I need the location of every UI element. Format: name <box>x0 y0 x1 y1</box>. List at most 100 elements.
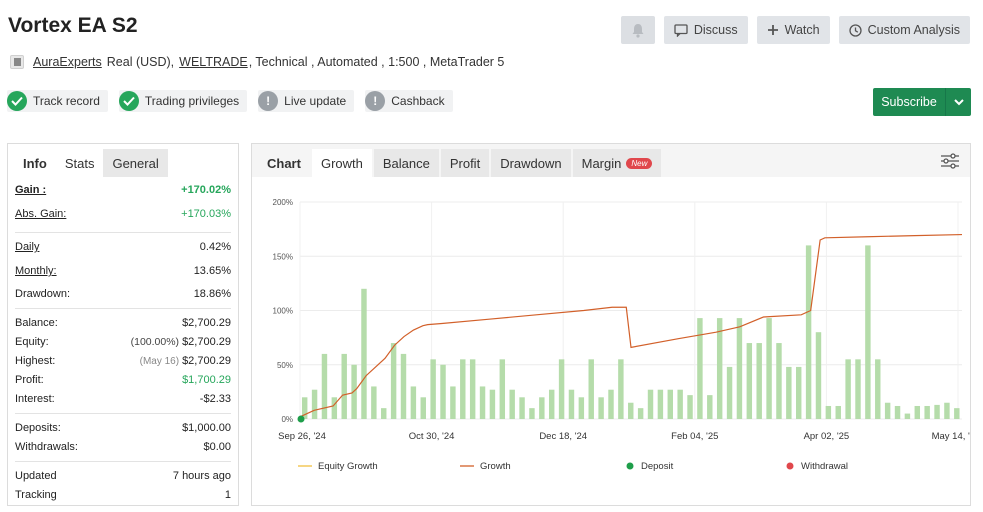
tab-margin[interactable]: Margin New <box>572 149 662 177</box>
chart-bar <box>578 397 585 419</box>
chart-bar <box>637 408 644 419</box>
tab-chart[interactable]: Chart <box>267 155 301 171</box>
chart-bar <box>677 389 683 419</box>
legend-equity-growth: Equity Growth <box>318 461 378 472</box>
chart-bar <box>598 397 604 419</box>
stat-label[interactable]: Gain : <box>15 184 47 196</box>
chart-bar <box>450 386 456 419</box>
stat-label[interactable]: Monthly: <box>15 265 57 277</box>
chart-bar <box>499 359 506 419</box>
subscribe-label: Subscribe <box>881 95 937 109</box>
legend-deposit-swatch <box>626 462 634 470</box>
stat-label: Tracking <box>15 489 57 501</box>
badge-cashback[interactable]: ! Cashback <box>365 90 453 112</box>
stat-value: $1,700.29 <box>182 374 231 386</box>
stat-interest: Interest: -$2.33 <box>15 393 231 405</box>
badge-label: Track record <box>33 94 100 108</box>
chart-bar <box>805 245 812 419</box>
chart-bar <box>400 353 407 419</box>
stat-gain: Gain : +170.02% <box>15 184 231 196</box>
tab-profit[interactable]: Profit <box>440 149 490 177</box>
x-tick-label: May 14, '25 <box>932 431 970 442</box>
tab-general[interactable]: General <box>103 149 168 177</box>
subscribe-dropdown[interactable] <box>945 88 971 116</box>
stat-equity: Equity: (100.00%) $2,700.29 <box>15 336 231 348</box>
stat-label: Deposits: <box>15 422 61 434</box>
chart-bar <box>469 359 476 419</box>
chart-bar <box>865 245 871 419</box>
x-tick-label: Apr 02, '25 <box>804 431 850 442</box>
custom-analysis-label: Custom Analysis <box>867 23 960 37</box>
stat-daily: Daily 0.42% <box>15 241 231 253</box>
stat-label: Interest: <box>15 393 55 405</box>
tab-info[interactable]: Info <box>14 149 56 177</box>
stat-value: +170.03% <box>181 208 231 220</box>
chart-bar <box>746 343 753 419</box>
discuss-button[interactable]: Discuss <box>663 16 748 44</box>
chart-bar <box>489 389 496 419</box>
chart-bar <box>726 366 733 419</box>
chart-bar <box>361 288 367 419</box>
chart-bar <box>430 359 436 419</box>
stats-tabs: Info Stats General <box>8 144 238 177</box>
stat-value: 13.65% <box>193 265 231 277</box>
stat-withdrawals: Withdrawals: $0.00 <box>15 441 231 453</box>
filter-settings-icon[interactable] <box>940 153 960 169</box>
chart-bar <box>351 364 357 419</box>
chart-tabs: Chart Growth Balance Profit Drawdown Mar… <box>252 144 970 177</box>
stat-value: $2,700.29 <box>182 355 231 367</box>
chart-bar <box>944 402 950 419</box>
y-tick-label: 0% <box>281 415 293 424</box>
stat-value: $1,000.00 <box>182 422 231 434</box>
chart-bar <box>894 405 901 419</box>
growth-line <box>299 233 963 418</box>
stat-label[interactable]: Daily <box>15 241 40 253</box>
chart-bar <box>716 318 723 419</box>
subscribe-button[interactable]: Subscribe <box>873 88 971 116</box>
badge-live-update[interactable]: ! Live update <box>258 90 355 112</box>
custom-analysis-button[interactable]: Custom Analysis <box>838 16 970 44</box>
owner-link[interactable]: AuraExperts <box>33 55 102 69</box>
stat-note: (May 16) <box>139 356 180 367</box>
chart-bar <box>776 343 782 419</box>
tab-balance[interactable]: Balance <box>373 149 439 177</box>
stat-monthly: Monthly: 13.65% <box>15 265 231 277</box>
chart-panel: Chart Growth Balance Profit Drawdown Mar… <box>251 143 971 506</box>
stat-value: 1 <box>224 489 231 501</box>
tab-margin-label: Margin <box>581 155 622 171</box>
chart-bar <box>618 359 624 419</box>
stat-tracking: Tracking 1 <box>15 489 231 501</box>
check-icon <box>7 91 27 111</box>
notify-button[interactable] <box>620 16 655 44</box>
chart-bar <box>667 389 673 419</box>
clock-icon <box>848 23 862 37</box>
chart-bar <box>924 405 930 419</box>
chart-bar <box>519 397 525 419</box>
stat-deposits: Deposits: $1,000.00 <box>15 422 231 434</box>
stat-value: -$2.33 <box>199 393 231 405</box>
y-tick-label: 50% <box>277 361 293 370</box>
chart-bar <box>301 397 308 419</box>
tab-growth[interactable]: Growth <box>311 149 372 177</box>
stat-label[interactable]: Abs. Gain: <box>15 208 67 220</box>
bell-icon <box>632 23 644 38</box>
stat-value: 0.42% <box>199 241 231 253</box>
chevron-down-icon <box>953 98 964 105</box>
legend-withdrawal: Withdrawal <box>801 461 848 472</box>
broker-link[interactable]: WELTRADE <box>179 55 248 69</box>
stat-value: 18.86% <box>193 288 231 300</box>
stat-label: Drawdown: <box>15 288 71 300</box>
tab-drawdown[interactable]: Drawdown <box>491 149 571 177</box>
badge-trading-privileges[interactable]: Trading privileges <box>118 90 248 112</box>
chart-bar <box>786 366 792 419</box>
badge-track-record[interactable]: Track record <box>7 90 108 112</box>
chart-bar <box>845 359 851 419</box>
y-tick-label: 150% <box>273 252 293 261</box>
tab-stats[interactable]: Stats <box>55 149 104 177</box>
account-type: Real (USD), <box>106 55 175 69</box>
owner-icon <box>10 55 24 69</box>
chart-bar <box>568 389 575 419</box>
header-actions: Discuss Watch Custom Analysis <box>620 16 970 44</box>
watch-button[interactable]: Watch <box>756 16 830 44</box>
chart-bar <box>934 404 940 419</box>
